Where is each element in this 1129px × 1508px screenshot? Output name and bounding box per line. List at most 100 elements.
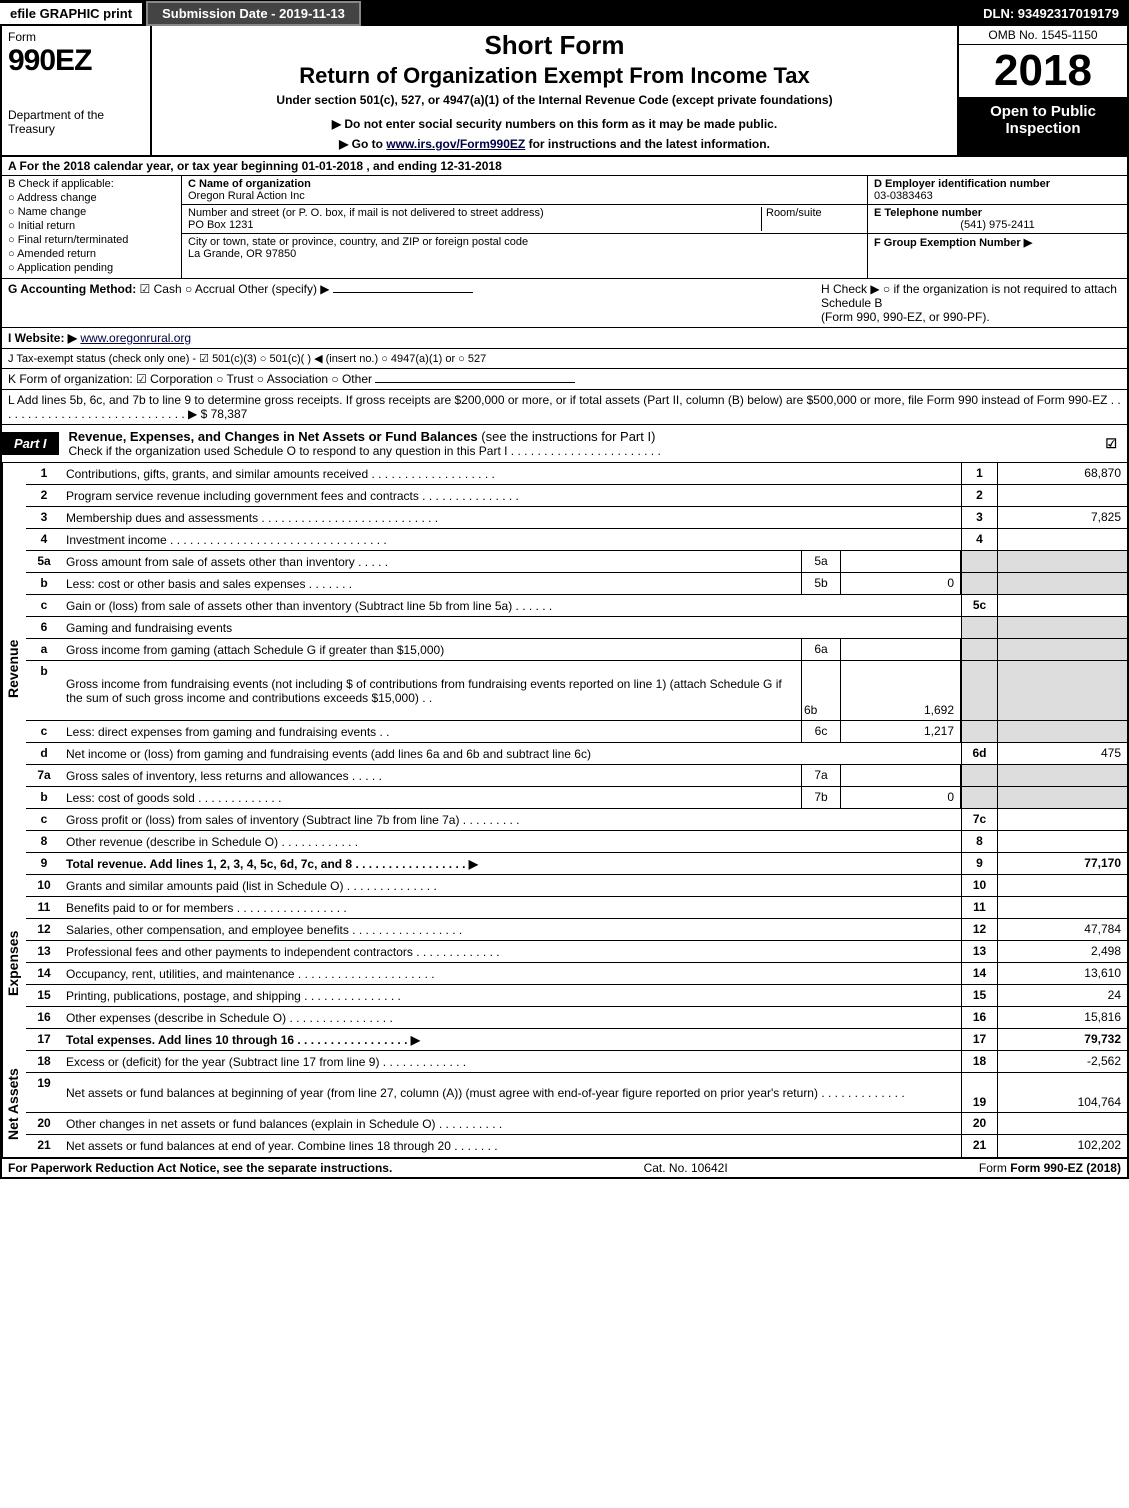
row-14-rval: 13,610 xyxy=(997,963,1127,984)
irs-link[interactable]: www.irs.gov/Form990EZ xyxy=(386,137,525,151)
footer-mid: Cat. No. 10642I xyxy=(644,1161,728,1175)
form-number: 990EZ xyxy=(8,44,144,78)
chk-amended-return[interactable]: Amended return xyxy=(8,248,175,260)
row-7a-sn: 7a xyxy=(801,765,841,786)
chk-final-return[interactable]: Final return/terminated xyxy=(8,234,175,246)
return-title: Return of Organization Exempt From Incom… xyxy=(158,63,951,89)
row-11-rnum: 11 xyxy=(961,897,997,918)
row-6-desc: Gaming and fundraising events xyxy=(62,617,961,638)
row-2: 2 Program service revenue including gove… xyxy=(26,485,1127,507)
row-11-rval xyxy=(997,897,1127,918)
row-5b-rval xyxy=(997,573,1127,594)
period-row: A For the 2018 calendar year, or tax yea… xyxy=(0,157,1129,176)
part-i-header: Part I Revenue, Expenses, and Changes in… xyxy=(0,425,1129,463)
netassets-section: Net Assets 18 Excess or (deficit) for th… xyxy=(0,1051,1129,1159)
row-12: 12 Salaries, other compensation, and emp… xyxy=(26,919,1127,941)
section-b-title: B Check if applicable: xyxy=(8,178,175,190)
row-8-rnum: 8 xyxy=(961,831,997,852)
row-6d: d Net income or (loss) from gaming and f… xyxy=(26,743,1127,765)
row-12-rval: 47,784 xyxy=(997,919,1127,940)
row-2-desc: Program service revenue including govern… xyxy=(62,485,961,506)
footer-left: For Paperwork Reduction Act Notice, see … xyxy=(8,1161,392,1175)
row-18: 18 Excess or (deficit) for the year (Sub… xyxy=(26,1051,1127,1073)
row-15: 15 Printing, publications, postage, and … xyxy=(26,985,1127,1007)
dln-number: DLN: 93492317019179 xyxy=(973,3,1129,24)
row-15-num: 15 xyxy=(26,985,62,1006)
row-1-num: 1 xyxy=(26,463,62,484)
chk-initial-return[interactable]: Initial return xyxy=(8,220,175,232)
section-def: D Employer identification number 03-0383… xyxy=(867,176,1127,278)
row-10: 10 Grants and similar amounts paid (list… xyxy=(26,875,1127,897)
line-g-label: G Accounting Method: xyxy=(8,282,136,296)
row-7a-num: 7a xyxy=(26,765,62,786)
row-20-rval xyxy=(997,1113,1127,1134)
row-6b-sn: 6b xyxy=(801,661,841,720)
row-14-rnum: 14 xyxy=(961,963,997,984)
website-link[interactable]: www.oregonrural.org xyxy=(80,331,191,345)
row-8-desc: Other revenue (describe in Schedule O) .… xyxy=(62,831,961,852)
schedule-o-checkbox[interactable]: ☑ xyxy=(1105,436,1117,452)
header-left: Form 990EZ Department of the Treasury xyxy=(2,26,152,155)
row-14-desc: Occupancy, rent, utilities, and maintena… xyxy=(62,963,961,984)
submission-date: Submission Date - 2019-11-13 xyxy=(146,1,361,26)
row-17-desc: Total expenses. Add lines 10 through 16 … xyxy=(62,1029,961,1050)
row-7b-sv: 0 xyxy=(841,787,961,808)
row-17-rnum: 17 xyxy=(961,1029,997,1050)
row-10-desc: Grants and similar amounts paid (list in… xyxy=(62,875,961,896)
row-5c-desc: Gain or (loss) from sale of assets other… xyxy=(62,595,961,616)
line-i: I Website: ▶ www.oregonrural.org xyxy=(0,328,1129,349)
row-3-num: 3 xyxy=(26,507,62,528)
row-20-num: 20 xyxy=(26,1113,62,1134)
row-6a-rnum xyxy=(961,639,997,660)
line-g-cash[interactable]: ☑ Cash xyxy=(140,282,182,296)
header-right: OMB No. 1545-1150 2018 Open to Public In… xyxy=(957,26,1127,155)
row-3-rnum: 3 xyxy=(961,507,997,528)
efile-print-label: efile GRAPHIC print xyxy=(0,3,142,24)
row-4-rval xyxy=(997,529,1127,550)
row-5c-rnum: 5c xyxy=(961,595,997,616)
row-16-num: 16 xyxy=(26,1007,62,1028)
line-h-sub: (Form 990, 990-EZ, or 990-PF). xyxy=(821,310,1121,324)
form-990ez: efile GRAPHIC print Submission Date - 20… xyxy=(0,0,1129,1179)
row-12-rnum: 12 xyxy=(961,919,997,940)
row-8: 8 Other revenue (describe in Schedule O)… xyxy=(26,831,1127,853)
form-word: Form xyxy=(8,30,144,44)
row-6-num: 6 xyxy=(26,617,62,638)
row-1-rnum: 1 xyxy=(961,463,997,484)
street-label: Number and street (or P. O. box, if mail… xyxy=(188,207,761,219)
city-label: City or town, state or province, country… xyxy=(188,236,528,248)
line-g-accrual[interactable]: ○ Accrual xyxy=(185,282,235,296)
chk-name-change[interactable]: Name change xyxy=(8,206,175,218)
chk-address-change[interactable]: Address change xyxy=(8,192,175,204)
row-9-num: 9 xyxy=(26,853,62,874)
row-6a-sv xyxy=(841,639,961,660)
row-2-rnum: 2 xyxy=(961,485,997,506)
row-6d-num: d xyxy=(26,743,62,764)
tel-label: E Telephone number xyxy=(874,207,1121,219)
city-value: La Grande, OR 97850 xyxy=(188,248,528,260)
row-5a-desc: Gross amount from sale of assets other t… xyxy=(62,551,801,572)
row-5b-num: b xyxy=(26,573,62,594)
row-5a-rval xyxy=(997,551,1127,572)
omb-number: OMB No. 1545-1150 xyxy=(959,26,1127,45)
row-2-num: 2 xyxy=(26,485,62,506)
row-7c-num: c xyxy=(26,809,62,830)
expenses-table: 10 Grants and similar amounts paid (list… xyxy=(26,875,1127,1051)
row-8-rval xyxy=(997,831,1127,852)
row-15-rval: 24 xyxy=(997,985,1127,1006)
row-10-rval xyxy=(997,875,1127,896)
row-17-rval: 79,732 xyxy=(997,1029,1127,1050)
line-g-other[interactable]: Other (specify) ▶ xyxy=(238,282,329,296)
info-block: B Check if applicable: Address change Na… xyxy=(0,176,1129,279)
row-16-rnum: 16 xyxy=(961,1007,997,1028)
row-11-num: 11 xyxy=(26,897,62,918)
row-7b-desc: Less: cost of goods sold . . . . . . . .… xyxy=(62,787,801,808)
chk-application-pending[interactable]: Application pending xyxy=(8,262,175,274)
department-label: Department of the Treasury xyxy=(8,108,144,136)
footer: For Paperwork Reduction Act Notice, see … xyxy=(0,1159,1129,1179)
row-19: 19 Net assets or fund balances at beginn… xyxy=(26,1073,1127,1113)
org-name-row: C Name of organization Oregon Rural Acti… xyxy=(182,176,867,205)
row-19-desc: Net assets or fund balances at beginning… xyxy=(62,1073,961,1112)
row-5a-sv xyxy=(841,551,961,572)
street-row: Number and street (or P. O. box, if mail… xyxy=(182,205,867,234)
